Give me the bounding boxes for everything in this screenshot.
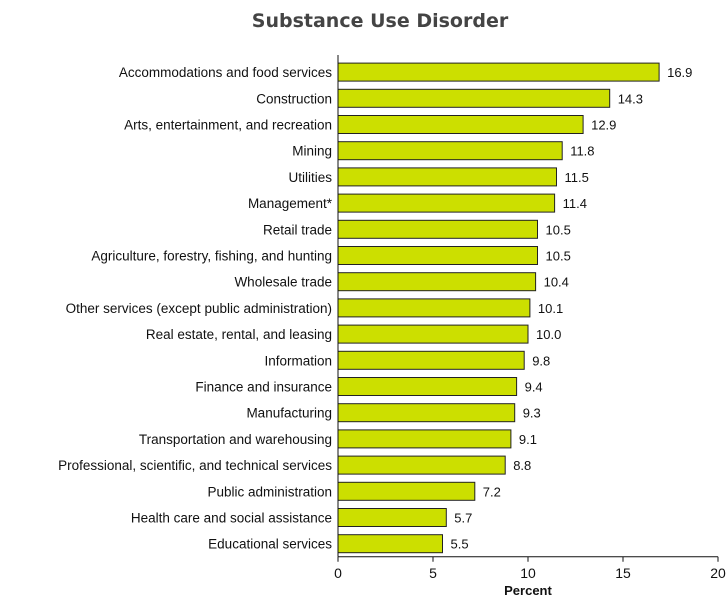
bar [337, 115, 584, 134]
category-label: Agriculture, forestry, fishing, and hunt… [91, 249, 332, 264]
category-label: Management* [248, 196, 333, 211]
value-label: 8.8 [513, 458, 531, 473]
value-label: 12.9 [591, 118, 616, 133]
value-label: 11.4 [563, 196, 587, 211]
value-label: 10.1 [538, 301, 563, 316]
bar [337, 534, 443, 554]
category-label: Accommodations and food services [119, 65, 332, 80]
bar [337, 481, 476, 501]
category-label: Professional, scientific, and technical … [58, 458, 332, 473]
bar [337, 455, 506, 475]
category-label: Health care and social assistance [131, 511, 332, 526]
x-tick-label: 15 [615, 565, 631, 581]
x-tick-label: 0 [334, 565, 342, 581]
bar [337, 508, 447, 527]
category-label: Wholesale trade [234, 275, 332, 290]
category-label: Utilities [288, 170, 332, 185]
value-label: 5.5 [451, 537, 469, 552]
bar [337, 429, 512, 449]
bar [337, 88, 611, 108]
value-label: 11.8 [570, 144, 594, 159]
value-label: 7.2 [483, 484, 501, 499]
category-label: Public administration [207, 484, 332, 499]
value-label: 5.7 [454, 511, 472, 526]
category-label: Mining [292, 144, 332, 159]
bar [337, 324, 529, 344]
value-label: 16.9 [667, 65, 692, 80]
bar [337, 403, 516, 423]
category-label: Other services (except public administra… [66, 301, 332, 316]
x-tick-label: 5 [429, 565, 437, 581]
category-label: Real estate, rental, and leasing [146, 327, 332, 342]
value-label: 11.5 [565, 170, 589, 185]
value-label: 10.5 [546, 249, 571, 264]
bars-layer [337, 62, 660, 554]
category-labels: Accommodations and food services Construc… [58, 65, 333, 552]
bar [337, 141, 563, 161]
x-axis-label: Percent [504, 583, 552, 598]
x-tick-label: 10 [520, 565, 536, 581]
bar [337, 62, 660, 82]
category-label: Construction [256, 91, 332, 106]
category-label: Retail trade [263, 222, 332, 237]
category-label: Manufacturing [246, 406, 332, 421]
bar [337, 246, 538, 265]
bar [337, 167, 557, 187]
value-label: 9.3 [523, 406, 541, 421]
value-label: 10.0 [536, 327, 561, 342]
bar [337, 272, 537, 292]
x-tick-label: 20 [710, 565, 726, 581]
value-label: 9.1 [519, 432, 537, 447]
x-axis-ticks: 0 5 10 15 20 [334, 556, 726, 581]
category-label: Information [264, 353, 332, 368]
category-label: Educational services [208, 537, 332, 552]
bar [337, 350, 525, 370]
category-label: Arts, entertainment, and recreation [124, 118, 332, 133]
value-label: 14.3 [618, 91, 643, 106]
bar [337, 377, 518, 396]
value-label: 10.5 [546, 222, 571, 237]
bar [337, 298, 531, 318]
category-label: Transportation and warehousing [139, 432, 332, 447]
value-labels: 16.9 14.312.9 11.8 11.5 11.4 10.5 10.5 10.4 10.1… [451, 65, 693, 552]
bar [337, 219, 538, 239]
bar [337, 193, 556, 213]
value-label: 9.8 [532, 353, 550, 368]
value-label: 9.4 [525, 380, 543, 395]
value-label: 10.4 [544, 275, 569, 290]
chart-title: Substance Use Disorder [252, 10, 509, 32]
category-label: Finance and insurance [195, 380, 332, 395]
